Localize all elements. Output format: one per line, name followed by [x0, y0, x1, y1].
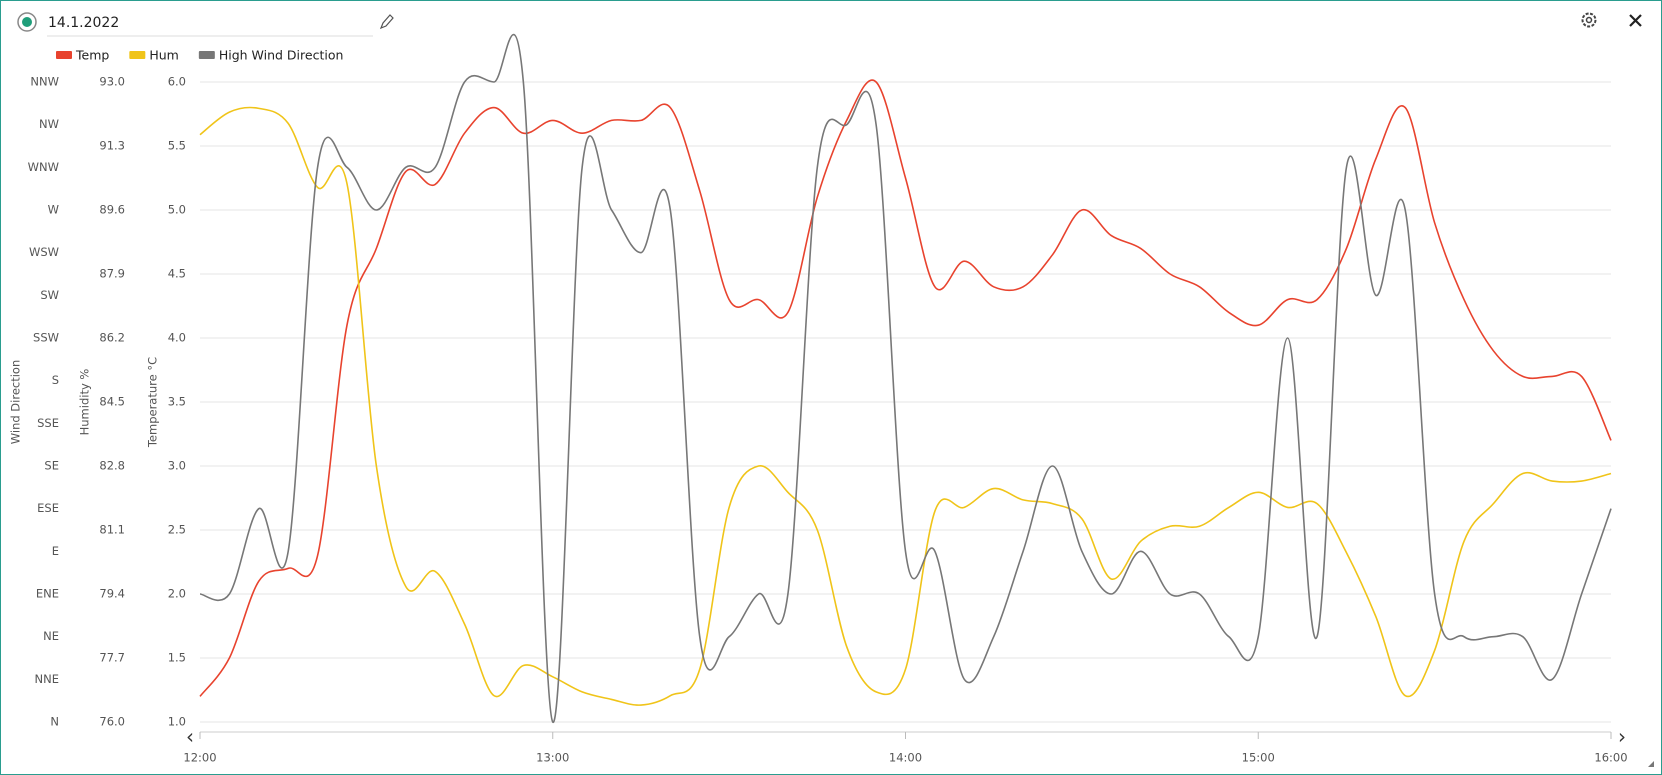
- series-line: [199, 106, 1612, 706]
- wind-tick-label: S: [52, 373, 59, 387]
- series-line: [199, 33, 1612, 723]
- settings-icon[interactable]: [1581, 12, 1597, 28]
- x-tick-label: 13:00: [536, 751, 569, 765]
- humidity-tick-label: 91.3: [99, 139, 125, 153]
- axis-title: Temperature °C: [146, 357, 160, 448]
- temp-tick-label: 4.5: [168, 267, 186, 281]
- edit-icon[interactable]: [379, 14, 394, 30]
- wind-tick-label: NNW: [30, 75, 59, 89]
- gear-hub: [1585, 16, 1593, 24]
- legend-label: High Wind Direction: [219, 48, 344, 63]
- temp-tick-label: 1.5: [168, 651, 186, 665]
- close-icon[interactable]: [1629, 14, 1642, 27]
- humidity-tick-label: 77.7: [99, 651, 125, 665]
- x-tick-label: 14:00: [889, 751, 922, 765]
- temp-tick-label: 1.0: [168, 715, 186, 729]
- legend-label: Temp: [75, 48, 109, 63]
- humidity-tick-label: 81.1: [99, 523, 125, 537]
- legend-swatch: [198, 51, 215, 59]
- humidity-tick-label: 84.5: [99, 395, 125, 409]
- gear: [1581, 12, 1597, 28]
- temp-tick-label: 5.0: [168, 203, 186, 217]
- wind-tick-label: N: [50, 715, 59, 729]
- wind-tick-label: NNE: [35, 672, 59, 686]
- legend-swatch: [56, 51, 72, 59]
- axis-title: Wind Direction: [9, 360, 23, 445]
- scroll-right[interactable]: ›: [1618, 725, 1626, 749]
- humidity-tick-label: 93.0: [99, 75, 125, 89]
- series-line: [199, 79, 1612, 697]
- humidity-tick-label: 79.4: [99, 587, 125, 601]
- x-tick-label: 16:00: [1594, 751, 1627, 765]
- wind-tick-label: NE: [43, 629, 59, 643]
- resize-handle[interactable]: [1648, 761, 1654, 767]
- wind-tick-label: SSE: [37, 416, 59, 430]
- wind-tick-label: SE: [44, 459, 59, 473]
- wind-tick-label: SW: [40, 288, 59, 302]
- x-tick-label: 15:00: [1242, 751, 1275, 765]
- scroll-left[interactable]: ‹: [186, 725, 194, 749]
- wind-tick-label: SSW: [33, 331, 59, 345]
- wind-tick-label: E: [52, 544, 59, 558]
- date-title[interactable]: 14.1.2022: [48, 15, 119, 31]
- humidity-tick-label: 82.8: [99, 459, 125, 473]
- temp-tick-label: 6.0: [168, 75, 186, 89]
- wind-tick-label: ESE: [37, 501, 59, 515]
- temp-tick-label: 5.5: [168, 139, 186, 153]
- status-dot: [22, 17, 32, 27]
- temp-tick-label: 2.5: [168, 523, 186, 537]
- wind-tick-label: ENE: [36, 587, 59, 601]
- legend-swatch: [129, 51, 146, 59]
- humidity-tick-label: 87.9: [99, 267, 125, 281]
- wind-tick-label: NW: [39, 117, 59, 131]
- x-tick-label: 12:00: [183, 751, 216, 765]
- temp-tick-label: 3.0: [168, 459, 186, 473]
- humidity-tick-label: 86.2: [99, 331, 125, 345]
- temp-tick-label: 3.5: [168, 395, 186, 409]
- wind-tick-label: WNW: [28, 160, 59, 174]
- humidity-tick-label: 76.0: [99, 715, 125, 729]
- temp-tick-label: 4.0: [168, 331, 186, 345]
- wind-tick-label: WSW: [29, 245, 59, 259]
- humidity-tick-label: 89.6: [99, 203, 125, 217]
- temp-tick-label: 2.0: [168, 587, 186, 601]
- wind-tick-label: W: [48, 203, 59, 217]
- axis-title: Humidity %: [78, 369, 92, 436]
- legend-label: Hum: [149, 48, 179, 63]
